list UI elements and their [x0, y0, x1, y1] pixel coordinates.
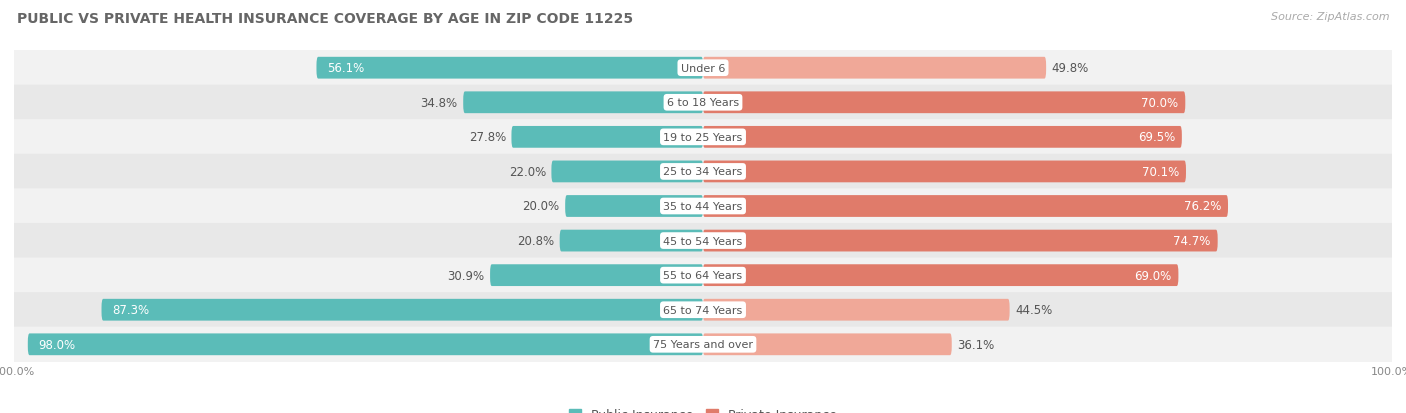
Text: 27.8%: 27.8% — [468, 131, 506, 144]
FancyBboxPatch shape — [14, 85, 1392, 121]
Legend: Public Insurance, Private Insurance: Public Insurance, Private Insurance — [564, 404, 842, 413]
FancyBboxPatch shape — [703, 58, 1046, 79]
FancyBboxPatch shape — [703, 334, 952, 355]
FancyBboxPatch shape — [565, 196, 703, 217]
FancyBboxPatch shape — [28, 334, 703, 355]
Text: 35 to 44 Years: 35 to 44 Years — [664, 202, 742, 211]
Text: 69.0%: 69.0% — [1135, 269, 1171, 282]
FancyBboxPatch shape — [703, 127, 1182, 148]
Text: 45 to 54 Years: 45 to 54 Years — [664, 236, 742, 246]
FancyBboxPatch shape — [101, 299, 703, 321]
Text: Source: ZipAtlas.com: Source: ZipAtlas.com — [1271, 12, 1389, 22]
FancyBboxPatch shape — [551, 161, 703, 183]
FancyBboxPatch shape — [703, 299, 1010, 321]
Text: 25 to 34 Years: 25 to 34 Years — [664, 167, 742, 177]
Text: Under 6: Under 6 — [681, 64, 725, 74]
FancyBboxPatch shape — [703, 230, 1218, 252]
Text: 49.8%: 49.8% — [1052, 62, 1088, 75]
Text: 19 to 25 Years: 19 to 25 Years — [664, 133, 742, 142]
Text: 98.0%: 98.0% — [38, 338, 76, 351]
Text: 56.1%: 56.1% — [326, 62, 364, 75]
Text: 44.5%: 44.5% — [1015, 304, 1052, 316]
FancyBboxPatch shape — [703, 265, 1178, 286]
FancyBboxPatch shape — [14, 292, 1392, 328]
Text: 22.0%: 22.0% — [509, 166, 546, 178]
FancyBboxPatch shape — [512, 127, 703, 148]
Text: PUBLIC VS PRIVATE HEALTH INSURANCE COVERAGE BY AGE IN ZIP CODE 11225: PUBLIC VS PRIVATE HEALTH INSURANCE COVER… — [17, 12, 633, 26]
FancyBboxPatch shape — [14, 189, 1392, 224]
Text: 70.1%: 70.1% — [1142, 166, 1180, 178]
Text: 36.1%: 36.1% — [957, 338, 994, 351]
Text: 6 to 18 Years: 6 to 18 Years — [666, 98, 740, 108]
FancyBboxPatch shape — [14, 258, 1392, 293]
FancyBboxPatch shape — [703, 196, 1227, 217]
Text: 70.0%: 70.0% — [1142, 97, 1178, 109]
Text: 30.9%: 30.9% — [447, 269, 485, 282]
Text: 20.0%: 20.0% — [523, 200, 560, 213]
Text: 34.8%: 34.8% — [420, 97, 458, 109]
FancyBboxPatch shape — [560, 230, 703, 252]
FancyBboxPatch shape — [14, 51, 1392, 86]
Text: 65 to 74 Years: 65 to 74 Years — [664, 305, 742, 315]
FancyBboxPatch shape — [14, 154, 1392, 190]
Text: 76.2%: 76.2% — [1184, 200, 1220, 213]
FancyBboxPatch shape — [14, 223, 1392, 259]
Text: 87.3%: 87.3% — [112, 304, 149, 316]
Text: 55 to 64 Years: 55 to 64 Years — [664, 271, 742, 280]
FancyBboxPatch shape — [463, 92, 703, 114]
FancyBboxPatch shape — [14, 120, 1392, 155]
FancyBboxPatch shape — [14, 327, 1392, 362]
FancyBboxPatch shape — [703, 161, 1187, 183]
Text: 74.7%: 74.7% — [1174, 235, 1211, 247]
Text: 75 Years and over: 75 Years and over — [652, 339, 754, 349]
Text: 69.5%: 69.5% — [1137, 131, 1175, 144]
FancyBboxPatch shape — [703, 92, 1185, 114]
FancyBboxPatch shape — [316, 58, 703, 79]
FancyBboxPatch shape — [491, 265, 703, 286]
Text: 20.8%: 20.8% — [517, 235, 554, 247]
